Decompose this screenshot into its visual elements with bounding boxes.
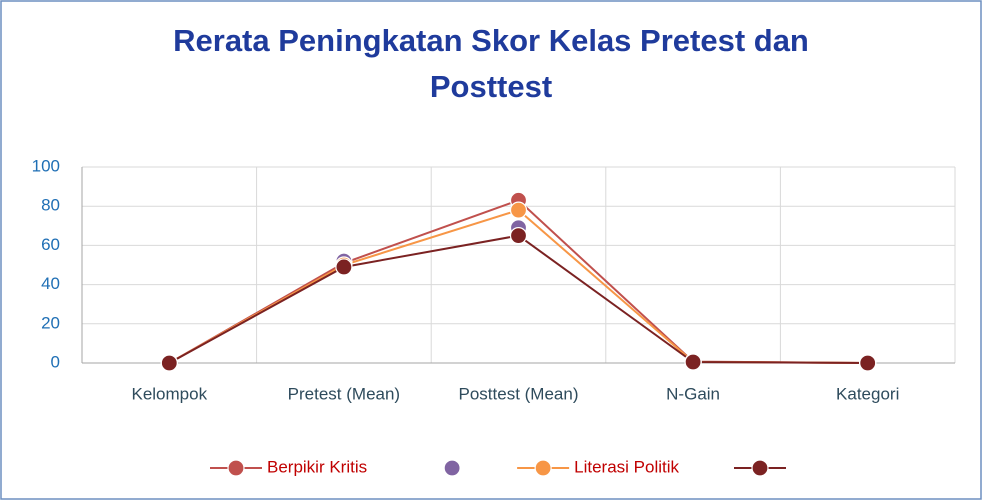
point	[509, 201, 528, 219]
legend-marker	[443, 459, 461, 477]
y-tick-label: 0	[51, 352, 60, 371]
x-tick-label: N-Gain	[666, 384, 720, 403]
y-tick-label: 40	[41, 274, 60, 293]
legend-marker	[534, 459, 552, 477]
point	[684, 353, 702, 371]
y-tick-label: 80	[41, 196, 60, 215]
point	[509, 227, 528, 245]
legend-marker	[227, 459, 245, 477]
point	[160, 354, 178, 372]
x-tick-label: Kelompok	[131, 384, 207, 403]
y-tick-label: 20	[41, 313, 60, 332]
point	[335, 258, 353, 276]
x-tick-label: Kategori	[836, 384, 899, 403]
legend-label: Literasi Politik	[574, 457, 679, 476]
x-tick-label: Pretest (Mean)	[288, 384, 400, 403]
point	[859, 354, 877, 372]
chart-title: Rerata Peningkatan Skor Kelas Pretest da…	[173, 23, 809, 104]
y-tick-label: 60	[41, 235, 60, 254]
y-tick-label: 100	[32, 156, 60, 175]
legend-marker	[751, 459, 769, 477]
x-tick-label: Posttest (Mean)	[459, 384, 579, 403]
legend-label: Berpikir Kritis	[267, 457, 367, 476]
